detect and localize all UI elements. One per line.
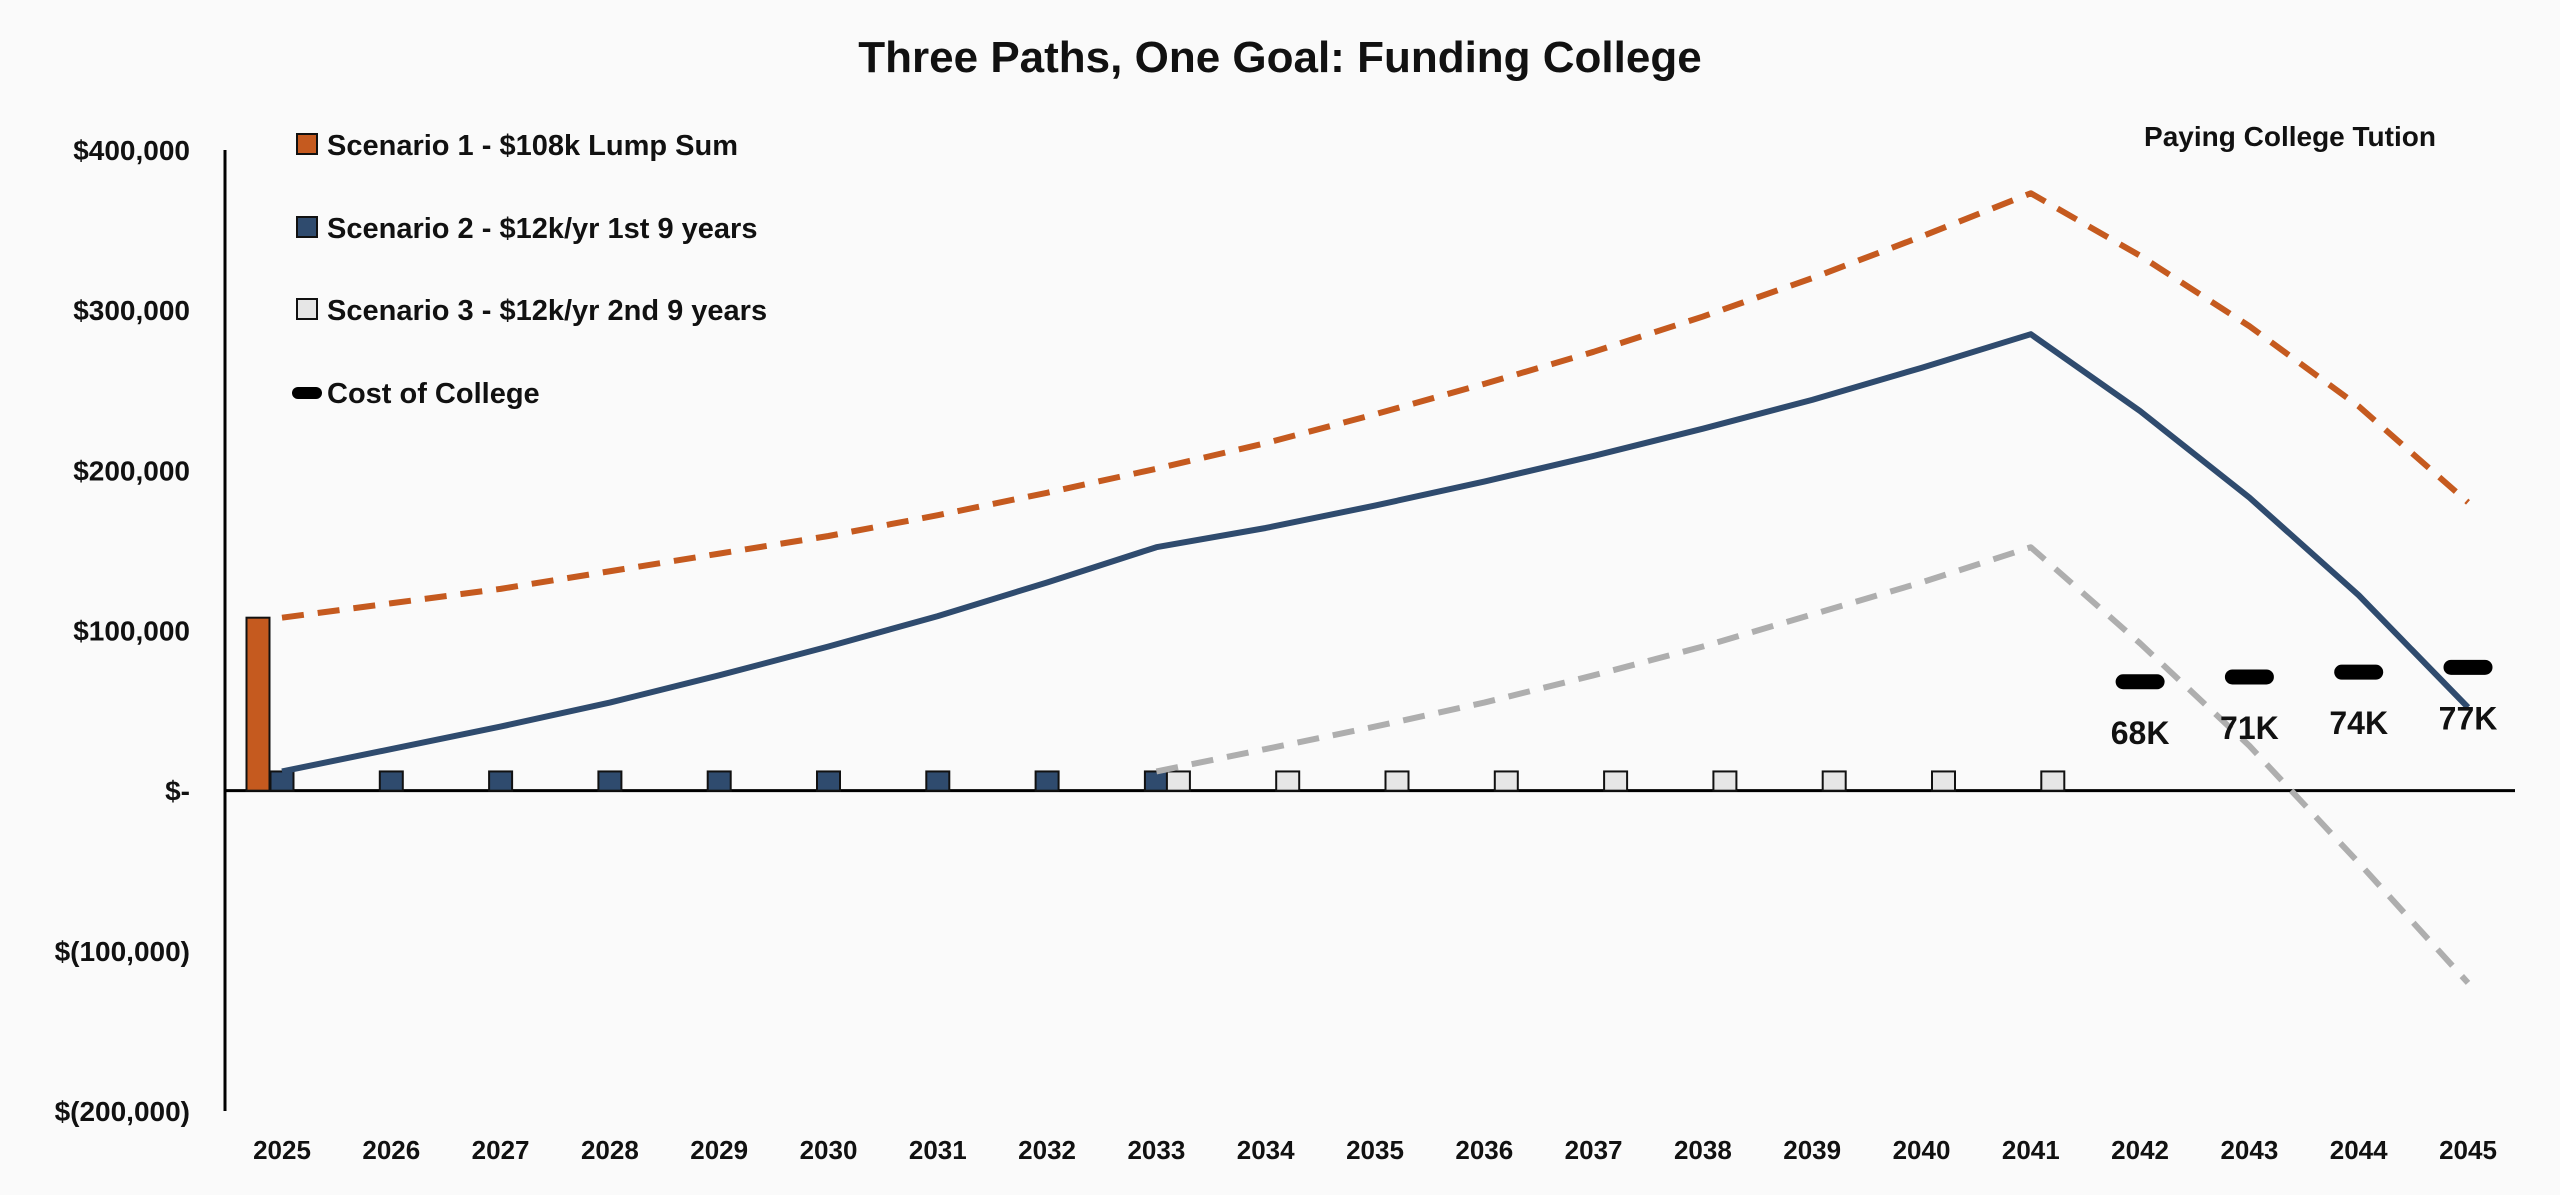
legend-marker <box>296 216 318 238</box>
legend-label: Scenario 3 - $12k/yr 2nd 9 years <box>327 295 767 327</box>
bar-3 <box>1165 770 1191 792</box>
bar-2 <box>706 770 732 792</box>
x-tick-label: 2041 <box>2002 1135 2060 1165</box>
bar-2 <box>597 770 623 792</box>
legend: Scenario 1 - $108k Lump Sum Scenario 2 - … <box>292 130 767 410</box>
x-tick-label: 2025 <box>253 1135 311 1165</box>
legend-marker <box>296 133 318 155</box>
y-tick-label: $(100,000) <box>55 936 190 967</box>
chart-title: Three Paths, One Goal: Funding College <box>858 33 1701 82</box>
bar-3 <box>1275 770 1301 792</box>
x-tick-label: 2045 <box>2439 1135 2497 1165</box>
x-tick-label: 2026 <box>362 1135 420 1165</box>
cost-of-college-label: 68K <box>2111 715 2170 751</box>
bars <box>245 616 2066 792</box>
y-tick-label: $(200,000) <box>55 1096 190 1127</box>
line-scenario-1 <box>281 190 2470 621</box>
bar-2 <box>1034 770 1060 792</box>
legend-label: Scenario 1 - $108k Lump Sum <box>327 130 738 162</box>
legend-marker <box>296 298 318 320</box>
cost-of-college-label: 74K <box>2329 705 2388 741</box>
line-scenario-3 <box>1155 544 2471 985</box>
x-tick-label: 2031 <box>909 1135 967 1165</box>
x-tick-label: 2029 <box>690 1135 748 1165</box>
bar-3 <box>1493 770 1519 792</box>
y-tick-label: $- <box>165 776 190 807</box>
x-tick-label: 2027 <box>472 1135 530 1165</box>
x-tick-label: 2036 <box>1455 1135 1513 1165</box>
x-tick-label: 2030 <box>800 1135 858 1165</box>
bar-2 <box>816 770 841 792</box>
cost-of-college-markers: 68K 71K 74K 77K <box>2111 659 2498 751</box>
bar-2 <box>269 770 295 792</box>
y-tick-label: $200,000 <box>73 455 190 486</box>
line-scenario-2 <box>281 331 2471 775</box>
x-tick-label: 2044 <box>2330 1135 2388 1165</box>
legend-label: Scenario 2 - $12k/yr 1st 9 years <box>327 213 757 245</box>
y-tick-label: $100,000 <box>73 616 190 647</box>
x-axis: 2025 2026 2027 2028 2029 2030 2031 2032 2033 2034… <box>225 789 2515 1165</box>
x-tick-label: 2043 <box>2220 1135 2278 1165</box>
x-tick-label: 2032 <box>1018 1135 1076 1165</box>
y-tick-label: $400,000 <box>73 135 190 166</box>
x-tick-label: 2033 <box>1127 1135 1185 1165</box>
bar-1 <box>245 616 271 792</box>
x-tick-label: 2034 <box>1237 1135 1295 1165</box>
bar-3 <box>1931 770 1956 792</box>
bar-2 <box>378 770 404 792</box>
bar-3 <box>1712 770 1738 792</box>
bar-3 <box>1821 770 1847 792</box>
x-tick-label: 2035 <box>1346 1135 1404 1165</box>
x-tick-label: 2042 <box>2111 1135 2169 1165</box>
bar-2 <box>488 770 514 792</box>
bar-3 <box>1384 770 1410 792</box>
legend-label: Cost of College <box>327 378 540 410</box>
y-tick-label: $300,000 <box>73 295 190 326</box>
x-tick-label: 2038 <box>1674 1135 1732 1165</box>
x-tick-label: 2040 <box>1893 1135 1951 1165</box>
x-tick-label: 2037 <box>1565 1135 1623 1165</box>
paying-college-annotation: Paying College Tution <box>2144 121 2436 152</box>
bar-3 <box>2040 770 2066 792</box>
x-tick-label: 2028 <box>581 1135 639 1165</box>
bar-2 <box>925 770 951 792</box>
x-tick-label: 2039 <box>1783 1135 1841 1165</box>
cost-of-college-label: 71K <box>2220 710 2279 746</box>
bar-3 <box>1603 770 1629 792</box>
y-axis: $400,000 $300,000 $200,000 $100,000 $- $(100,… <box>55 135 227 1127</box>
cost-of-college-label: 77K <box>2439 700 2498 736</box>
lines <box>281 190 2471 985</box>
bar-2 <box>1143 770 1169 792</box>
